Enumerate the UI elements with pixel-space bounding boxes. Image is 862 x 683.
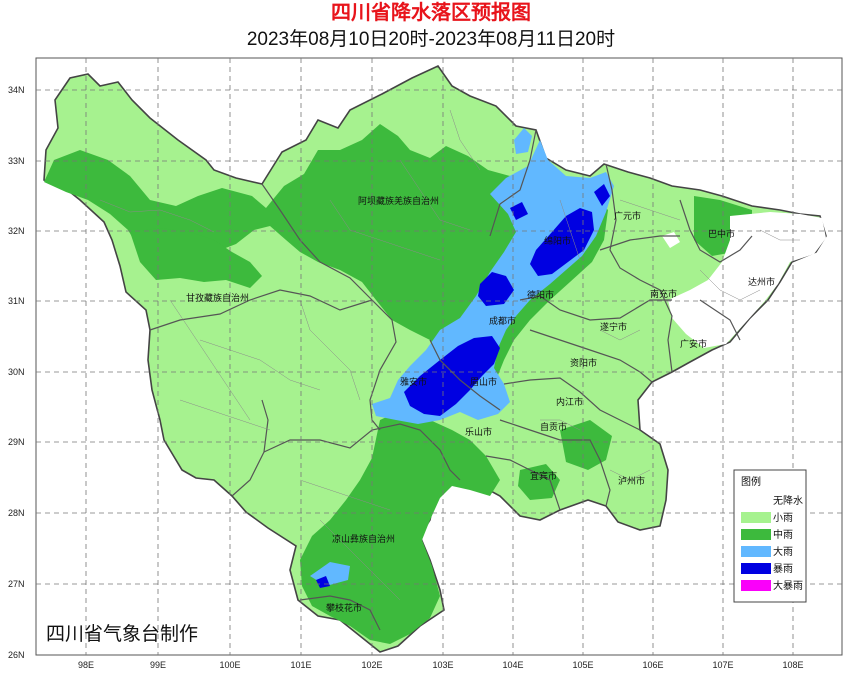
lon-label: 108E bbox=[782, 660, 803, 670]
legend-label: 无降水 bbox=[773, 494, 803, 507]
place-label-panzhihua: 攀枝花市 bbox=[326, 602, 362, 613]
place-label-yibin: 宜宾市 bbox=[530, 470, 557, 481]
place-label-liangshan: 凉山彝族自治州 bbox=[332, 533, 395, 544]
place-label-meishan: 眉山市 bbox=[470, 376, 497, 387]
region-heavy-rain-north bbox=[514, 128, 532, 154]
legend-swatch-severe-rainstorm bbox=[741, 580, 771, 591]
place-label-guangan: 广安市 bbox=[680, 338, 707, 349]
map-subtitle: 2023年08月10日20时-2023年08月11日20时 bbox=[246, 29, 616, 50]
region-rainstorm-mianyang bbox=[530, 208, 594, 276]
lat-label: 34N bbox=[8, 85, 25, 95]
region-rainstorm-north bbox=[510, 202, 528, 220]
legend-label: 中雨 bbox=[773, 528, 793, 541]
lat-label: 33N bbox=[8, 156, 25, 166]
region-rainstorm-panzhihua bbox=[316, 576, 330, 588]
lat-label: 26N bbox=[8, 650, 25, 660]
lat-label: 32N bbox=[8, 226, 25, 236]
place-label-ganzi: 甘孜藏族自治州 bbox=[186, 292, 249, 303]
place-label-guangyuan: 广元市 bbox=[614, 210, 641, 221]
place-label-deyang: 德阳市 bbox=[527, 289, 554, 300]
lon-label: 103E bbox=[432, 660, 453, 670]
lon-label: 98E bbox=[78, 660, 94, 670]
county-boundaries bbox=[99, 109, 800, 601]
place-label-nanchong: 南充市 bbox=[650, 288, 677, 299]
place-label-yaan: 雅安市 bbox=[400, 376, 427, 387]
lon-label: 99E bbox=[150, 660, 166, 670]
graticule bbox=[36, 58, 842, 655]
map-title: 四川省降水落区预报图 bbox=[331, 2, 531, 24]
place-labels: 阿坝藏族羌族自治州 甘孜藏族自治州 凉山彝族自治州 广元市 巴中市 绵阳市 达州… bbox=[186, 195, 775, 613]
longitude-labels: 98E 99E 100E 101E 102E 103E 104E 105E 10… bbox=[78, 660, 804, 670]
legend-title: 图例 bbox=[741, 475, 761, 488]
legend-swatch-heavy bbox=[741, 546, 771, 557]
producer-credit: 四川省气象台制作 bbox=[46, 623, 198, 645]
lon-label: 102E bbox=[361, 660, 382, 670]
legend-label: 暴雨 bbox=[773, 563, 793, 575]
legend-swatch-rainstorm bbox=[741, 563, 771, 574]
region-rainstorm-ya-an bbox=[404, 336, 500, 416]
legend-swatch-none bbox=[741, 495, 771, 506]
prefecture-boundaries bbox=[149, 129, 753, 631]
lat-label: 29N bbox=[8, 437, 25, 447]
region-rainstorm-deyang bbox=[478, 272, 514, 306]
place-label-ziyang: 资阳市 bbox=[570, 357, 597, 368]
region-moderate-rain-south bbox=[300, 410, 500, 644]
lat-label: 28N bbox=[8, 508, 25, 518]
region-moderate-rain-yibin bbox=[518, 464, 560, 500]
lon-label: 106E bbox=[642, 660, 663, 670]
lon-label: 100E bbox=[219, 660, 240, 670]
region-no-rain bbox=[668, 212, 826, 348]
legend-label: 大暴雨 bbox=[773, 579, 803, 592]
place-label-zigong: 自贡市 bbox=[540, 421, 567, 432]
place-label-dazhou: 达州市 bbox=[748, 276, 775, 287]
place-label-bazhong: 巴中市 bbox=[708, 228, 735, 239]
legend-label: 大雨 bbox=[773, 545, 793, 558]
place-label-mianyang: 绵阳市 bbox=[544, 235, 571, 246]
legend: 图例 无降水 小雨 中雨 大雨 暴雨 大暴雨 bbox=[733, 469, 807, 603]
lat-label: 31N bbox=[8, 296, 25, 306]
region-moderate-rain-west bbox=[130, 228, 262, 288]
region-rainstorm-guangyuan bbox=[594, 184, 610, 206]
lat-label: 30N bbox=[8, 367, 25, 377]
lat-label: 27N bbox=[8, 579, 25, 589]
lon-label: 107E bbox=[712, 660, 733, 670]
latitude-labels: 34N 33N 32N 31N 30N 29N 28N 27N 26N bbox=[8, 85, 25, 660]
lon-label: 105E bbox=[572, 660, 593, 670]
lon-label: 104E bbox=[502, 660, 523, 670]
lon-label: 101E bbox=[290, 660, 311, 670]
place-label-luzhou: 泸州市 bbox=[618, 475, 645, 486]
place-label-chengdu: 成都市 bbox=[489, 315, 516, 326]
legend-swatch-light bbox=[741, 512, 771, 523]
place-label-aba: 阿坝藏族羌族自治州 bbox=[358, 195, 439, 206]
place-label-suining: 遂宁市 bbox=[600, 321, 627, 332]
place-label-leshan: 乐山市 bbox=[465, 426, 492, 437]
legend-swatch-moderate bbox=[741, 529, 771, 540]
legend-label: 小雨 bbox=[773, 512, 793, 524]
place-label-neijiang: 内江市 bbox=[556, 396, 583, 407]
